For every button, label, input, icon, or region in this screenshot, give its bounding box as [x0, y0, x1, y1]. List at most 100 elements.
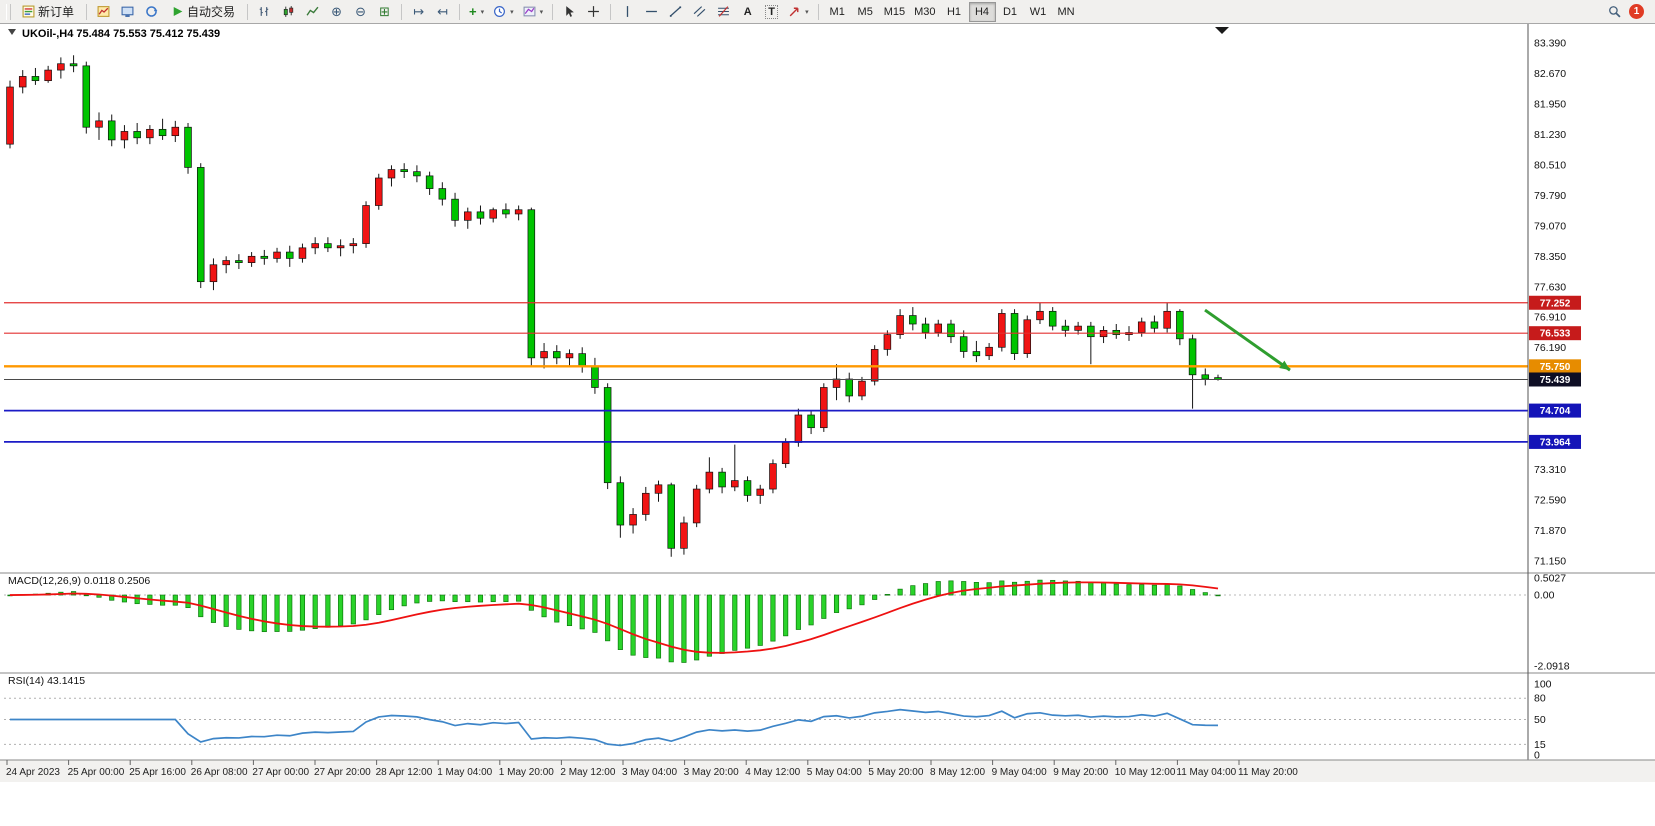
search-button[interactable] [1603, 2, 1626, 22]
toolbar-grip[interactable] [6, 3, 11, 20]
time-axis-label: 3 May 04:00 [622, 767, 677, 778]
timeframe-m15-button[interactable]: M15 [880, 2, 909, 22]
macd-signal-line [9, 581, 1219, 654]
new-chart-icon [97, 6, 110, 17]
clock-icon [494, 6, 506, 17]
timeframe-w1-button[interactable]: W1 [1025, 2, 1052, 22]
price-tag-76.533 [1529, 326, 1581, 341]
vertical-line-button[interactable] [616, 2, 639, 22]
time-axis-label: 25 Apr 16:00 [129, 767, 186, 778]
profiles-button[interactable] [116, 2, 139, 22]
price-axis-label: 81.230 [1534, 129, 1566, 141]
timeframe-h4-button[interactable]: H4 [968, 1, 996, 22]
auto-scroll-icon: ↦ [413, 4, 424, 19]
indicators-button[interactable]: + ▾ [465, 2, 488, 22]
channel-button[interactable] [688, 2, 711, 22]
zoom-in-button[interactable]: ⊕ [325, 2, 348, 22]
price-tag-77.252-text: 77.252 [1540, 298, 1571, 309]
trendline-button[interactable] [664, 2, 687, 22]
chart-title: UKOil-,H4 75.484 75.553 75.412 75.439 [22, 28, 220, 40]
time-axis-label: 27 Apr 20:00 [314, 767, 371, 778]
tile-windows-button[interactable]: ⊞ [373, 2, 396, 22]
time-axis[interactable] [0, 760, 1655, 782]
auto-scroll-button[interactable]: ↦ [407, 2, 430, 22]
timeframe-d1-button[interactable]: D1 [997, 2, 1024, 22]
time-axis-label: 1 May 04:00 [437, 767, 492, 778]
tile-windows-icon: ⊞ [379, 4, 390, 19]
timeframe-h1-button[interactable]: H1 [941, 2, 968, 22]
cursor-button[interactable] [558, 2, 581, 22]
rsi-axis-label: 0 [1534, 750, 1540, 762]
macd-axis-label: 0.5027 [1534, 573, 1566, 585]
time-axis-label: 9 May 04:00 [992, 767, 1047, 778]
time-axis-label: 1 May 20:00 [499, 767, 554, 778]
arrow-shape-icon [789, 7, 799, 17]
channel-icon [693, 6, 706, 17]
toolbar-separator [247, 3, 249, 20]
horizontal-line-button[interactable] [640, 2, 663, 22]
text-tool-button[interactable]: A [736, 2, 759, 22]
toolbar-separator [459, 3, 461, 20]
candlestick-chart-icon [283, 6, 294, 17]
line-chart-icon [306, 6, 319, 16]
timeframe-m1-button[interactable]: M1 [824, 2, 851, 22]
price-chart[interactable]: 0.5027 0.00 -2.0918 100 80 50 150 83.390 82.670 8… [0, 24, 1655, 826]
templates-button[interactable]: ▾ [519, 2, 548, 22]
chart-area[interactable]: 0.5027 0.00 -2.0918 100 80 50 15 0 83.390 82.670 8… [0, 24, 1655, 826]
label-tool-label: T [765, 4, 779, 19]
dropdown-caret-icon: ▾ [480, 8, 485, 16]
dropdown-caret-icon: ▾ [805, 8, 809, 16]
macd-label: MACD(12,26,9) 0.0118 0.2506 [8, 575, 150, 587]
price-axis-label: 71.150 [1534, 556, 1566, 568]
shift-end-marker[interactable] [1215, 27, 1229, 34]
bar-chart-button[interactable] [253, 2, 276, 22]
candlestick-chart-button[interactable] [277, 2, 300, 22]
time-axis-label: 25 Apr 00:00 [68, 767, 125, 778]
notification-badge[interactable]: 1 [1629, 4, 1644, 19]
timeframe-m5-button[interactable]: M5 [852, 2, 879, 22]
time-axis-label: 2 May 12:00 [560, 767, 615, 778]
new-chart-button[interactable] [92, 2, 115, 22]
arrows-tool-button[interactable]: ▾ [784, 2, 813, 22]
line-chart-button[interactable] [301, 2, 324, 22]
price-axis-label: 79.070 [1534, 220, 1566, 232]
time-axis-label: 24 Apr 2023 [6, 767, 60, 778]
horizontal-line-icon [646, 10, 658, 13]
new-order-icon [22, 5, 35, 18]
price-tag-75.750 [1529, 359, 1581, 374]
label-tool-button[interactable]: T [760, 2, 783, 22]
price-tag-73.964-text: 73.964 [1540, 437, 1571, 448]
timeframe-m30-button[interactable]: M30 [910, 2, 939, 22]
bar-chart-icon [259, 7, 269, 16]
chart-shift-button[interactable]: ↤ [431, 2, 454, 22]
chart-menu-icon[interactable] [8, 29, 16, 35]
toolbar-separator [86, 3, 88, 20]
time-axis-label: 11 May 20:00 [1238, 767, 1298, 778]
price-axis-label: 71.870 [1534, 525, 1566, 537]
search-icon [1609, 6, 1621, 18]
candlestick-series [6, 55, 1222, 557]
refresh-button[interactable] [140, 2, 163, 22]
periods-button[interactable]: ▾ [489, 2, 518, 22]
auto-trading-button[interactable]: 自动交易 [164, 2, 242, 22]
fibonacci-button[interactable] [712, 2, 735, 22]
toolbar-separator [552, 3, 554, 20]
price-tag-74.704-text: 74.704 [1540, 406, 1571, 417]
refresh-icon [146, 6, 158, 17]
new-order-button[interactable]: 新订单 [15, 2, 81, 22]
macd-axis-label: 0.00 [1534, 590, 1555, 602]
rsi-axis-label: 15 [1534, 739, 1546, 751]
vertical-line-icon [627, 6, 629, 17]
timeframe-mn-button[interactable]: MN [1053, 2, 1080, 22]
price-tag-77.252 [1529, 295, 1581, 310]
price-axis-label: 73.310 [1534, 464, 1566, 476]
price-axis-label: 72.590 [1534, 495, 1566, 507]
price-tag-74.704 [1529, 403, 1581, 418]
text-tool-label: A [743, 5, 752, 18]
zoom-out-button[interactable]: ⊖ [349, 2, 372, 22]
rsi-line [10, 708, 1219, 747]
price-axis-label: 77.630 [1534, 281, 1566, 293]
crosshair-button[interactable] [582, 2, 605, 22]
trend-arrow-object[interactable] [1204, 308, 1291, 372]
